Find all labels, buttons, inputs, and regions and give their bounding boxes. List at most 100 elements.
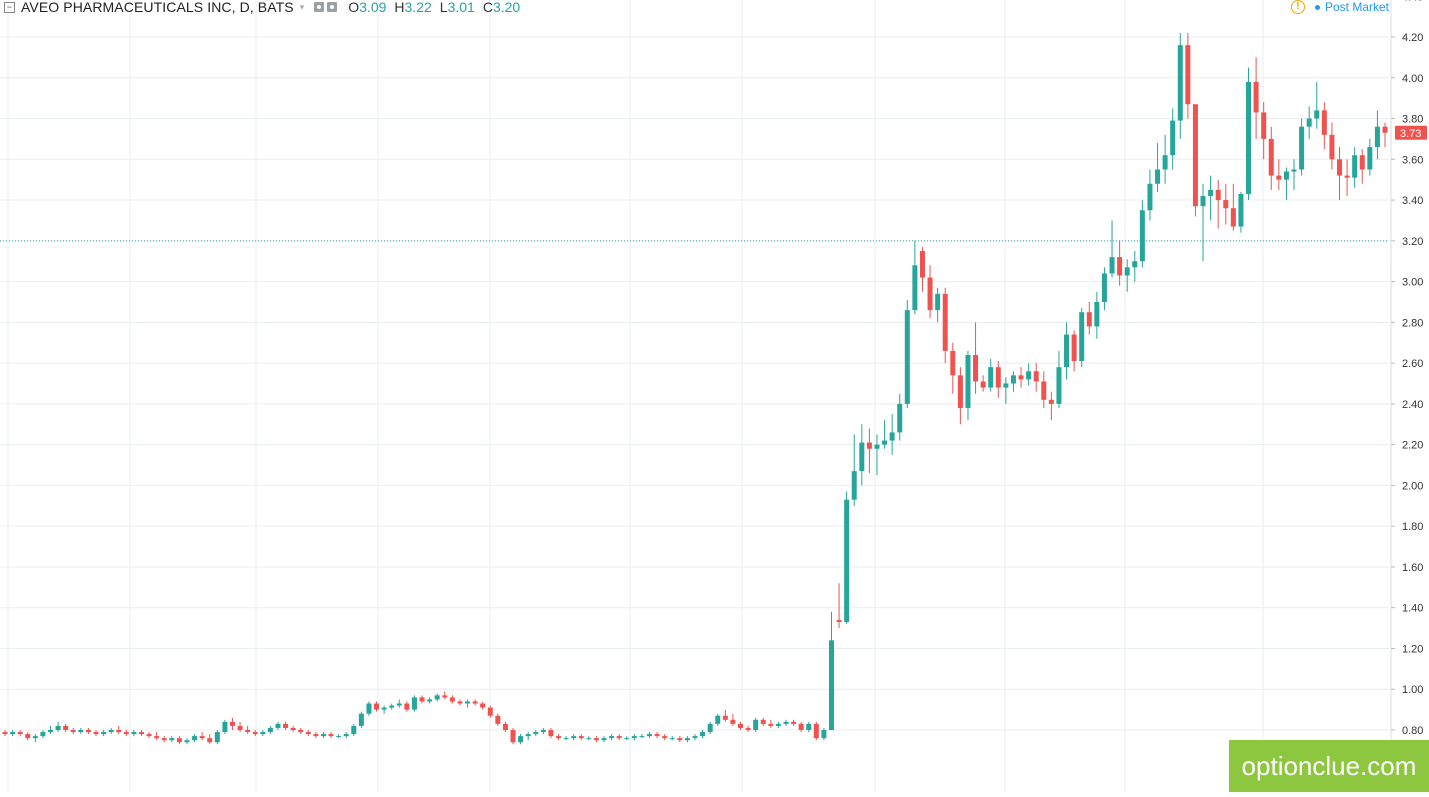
candle[interactable] xyxy=(1086,301,1092,335)
candle[interactable] xyxy=(389,703,395,710)
candle[interactable] xyxy=(1344,159,1350,196)
candle[interactable] xyxy=(381,705,387,714)
candle[interactable] xyxy=(320,732,326,739)
candle[interactable] xyxy=(1253,57,1259,139)
candle[interactable] xyxy=(707,721,713,735)
candle[interactable] xyxy=(374,701,380,712)
candle[interactable] xyxy=(912,240,918,315)
candle[interactable] xyxy=(851,434,857,506)
candle[interactable] xyxy=(919,246,925,292)
candle[interactable] xyxy=(1352,147,1358,188)
candle[interactable] xyxy=(518,734,524,745)
candle[interactable] xyxy=(1048,391,1054,421)
candle[interactable] xyxy=(1132,251,1138,282)
candle[interactable] xyxy=(70,727,76,735)
warning-icon[interactable]: ! xyxy=(1290,0,1305,14)
candle[interactable] xyxy=(973,322,979,394)
candle[interactable] xyxy=(305,730,311,737)
candle[interactable] xyxy=(1367,138,1373,176)
candle[interactable] xyxy=(995,361,1001,398)
candle[interactable] xyxy=(427,697,433,704)
candle[interactable] xyxy=(192,734,198,743)
candle[interactable] xyxy=(1192,104,1198,217)
candle[interactable] xyxy=(252,730,258,737)
candle[interactable] xyxy=(1374,110,1380,160)
candle[interactable] xyxy=(1223,183,1229,225)
candle[interactable] xyxy=(93,730,99,737)
candle[interactable] xyxy=(1147,169,1153,221)
chevron-down-icon[interactable]: ▾ xyxy=(299,1,305,12)
candle[interactable] xyxy=(927,265,933,319)
candle[interactable] xyxy=(290,725,296,733)
candle[interactable] xyxy=(267,725,273,735)
candle[interactable] xyxy=(806,721,812,733)
candle[interactable] xyxy=(988,359,994,392)
candle[interactable] xyxy=(419,695,425,704)
candle[interactable] xyxy=(753,717,759,733)
gear-icon[interactable] xyxy=(327,2,338,12)
candle[interactable] xyxy=(1170,108,1176,170)
candle[interactable] xyxy=(525,732,531,741)
candle[interactable] xyxy=(730,713,736,726)
candle[interactable] xyxy=(146,732,152,739)
candle[interactable] xyxy=(1306,106,1312,139)
symbol-title[interactable]: AVEO PHARMACEUTICALS INC, D, BATS xyxy=(21,0,294,15)
candle[interactable] xyxy=(1064,322,1070,380)
candle[interactable] xyxy=(123,730,129,737)
candle[interactable] xyxy=(662,734,668,741)
candle[interactable] xyxy=(131,730,137,737)
candle[interactable] xyxy=(229,717,235,730)
candle[interactable] xyxy=(10,730,16,737)
candle[interactable] xyxy=(1109,220,1115,278)
candle[interactable] xyxy=(207,734,213,745)
candle[interactable] xyxy=(813,721,819,741)
candle[interactable] xyxy=(1382,122,1388,148)
candle[interactable] xyxy=(540,727,546,735)
candle[interactable] xyxy=(245,725,251,735)
candle[interactable] xyxy=(1283,167,1289,201)
candle[interactable] xyxy=(1238,191,1244,233)
candle[interactable] xyxy=(1185,32,1191,119)
candle[interactable] xyxy=(116,725,122,735)
candle[interactable] xyxy=(78,727,84,735)
candle[interactable] xyxy=(715,713,721,726)
candle[interactable] xyxy=(700,730,706,739)
candle[interactable] xyxy=(980,375,986,392)
candle[interactable] xyxy=(108,727,114,735)
candle[interactable] xyxy=(821,727,827,741)
candle[interactable] xyxy=(745,725,751,733)
candle[interactable] xyxy=(768,719,774,728)
candle[interactable] xyxy=(40,730,46,739)
candle[interactable] xyxy=(684,736,690,743)
candle[interactable] xyxy=(472,699,478,706)
candle[interactable] xyxy=(1359,149,1365,184)
candle[interactable] xyxy=(897,393,903,441)
candle[interactable] xyxy=(465,699,471,708)
candle[interactable] xyxy=(1094,291,1100,339)
candle[interactable] xyxy=(601,736,607,743)
candle[interactable] xyxy=(396,699,402,708)
candle[interactable] xyxy=(275,721,281,730)
candle[interactable] xyxy=(237,721,243,733)
candle[interactable] xyxy=(647,732,653,739)
candle[interactable] xyxy=(775,721,781,728)
candle[interactable] xyxy=(1117,240,1123,286)
candle[interactable] xyxy=(677,736,683,743)
candle[interactable] xyxy=(1261,102,1267,160)
candle[interactable] xyxy=(737,721,743,730)
candle[interactable] xyxy=(1276,159,1282,190)
candle[interactable] xyxy=(411,695,417,712)
candle[interactable] xyxy=(1026,363,1032,386)
candle[interactable] xyxy=(1321,102,1327,150)
candle[interactable] xyxy=(571,734,577,741)
candle[interactable] xyxy=(1041,371,1047,408)
candle[interactable] xyxy=(176,736,182,745)
candle[interactable] xyxy=(1010,371,1016,392)
candle[interactable] xyxy=(1329,122,1335,170)
candle[interactable] xyxy=(161,736,167,743)
candle[interactable] xyxy=(404,701,410,712)
candle[interactable] xyxy=(791,719,797,726)
candle[interactable] xyxy=(836,583,842,629)
